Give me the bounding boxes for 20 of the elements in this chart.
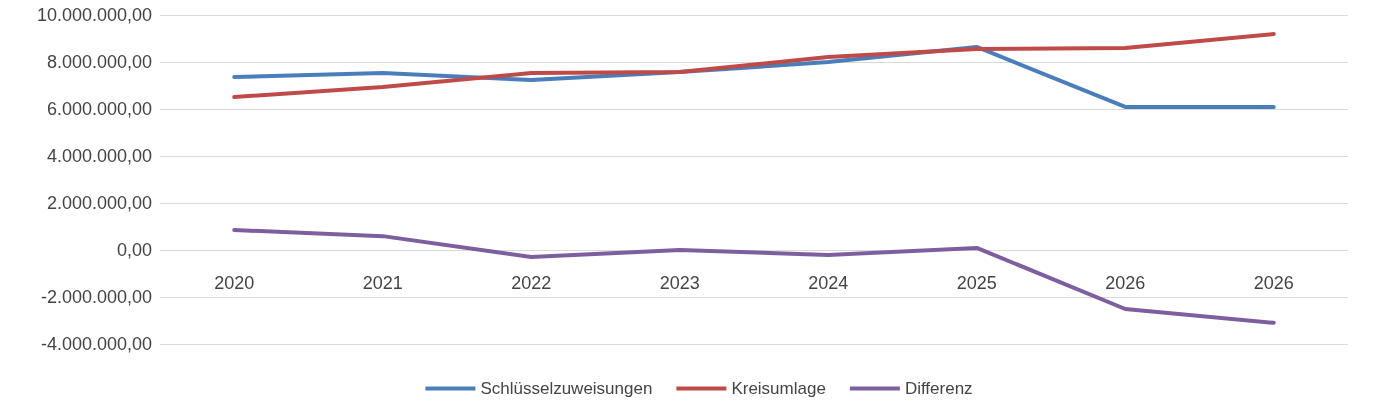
y-tick-label: 10.000.000,00	[36, 5, 152, 25]
x-tick-label: 2020	[214, 273, 255, 293]
legend-label: Kreisumlage	[731, 379, 826, 398]
legend-label: Differenz	[904, 379, 973, 398]
x-tick-label: 2023	[659, 273, 700, 293]
legend-label: Schlüsselzuweisungen	[480, 379, 653, 398]
x-tick-label: 2026	[1253, 273, 1294, 293]
x-tick-label: 2022	[511, 273, 552, 293]
y-tick-label: -2.000.000,00	[40, 287, 152, 307]
x-tick-label: 2021	[362, 273, 403, 293]
y-tick-label: 4.000.000,00	[46, 146, 152, 166]
x-tick-label: 2025	[956, 273, 997, 293]
y-tick-label: 2.000.000,00	[46, 193, 152, 213]
line-series	[232, 32, 1276, 100]
y-tick-label: 8.000.000,00	[46, 52, 152, 72]
x-tick-label: 2026	[1105, 273, 1146, 293]
x-tick-label: 2024	[808, 273, 849, 293]
y-tick-label: 6.000.000,00	[46, 99, 152, 119]
y-tick-label: 0,00	[116, 240, 152, 260]
y-tick-label: -4.000.000,00	[40, 334, 152, 354]
